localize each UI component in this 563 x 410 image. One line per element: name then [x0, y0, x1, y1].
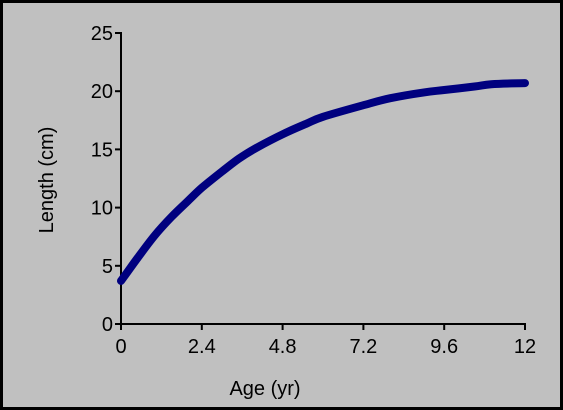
y-tick-label: 5 [102, 256, 113, 278]
y-axis: 0 5 10 15 20 25 [91, 23, 122, 336]
x-axis: 0 2.4 4.8 7.2 9.6 12 [115, 323, 536, 358]
x-tick-label: 0 [115, 336, 126, 358]
x-tick-label: 9.6 [430, 336, 458, 358]
line-chart: 0 5 10 15 20 25 0 2.4 4.8 7.2 9.6 12 Age (yr) Leng… [36, 23, 536, 400]
x-tick-label: 4.8 [269, 336, 297, 358]
y-tick-label: 20 [91, 81, 113, 103]
series-layer [117, 79, 529, 285]
y-tick-label: 25 [91, 23, 113, 45]
growth-curve-line [117, 79, 529, 285]
y-tick-label: 0 [102, 314, 113, 336]
x-axis-title: Age (yr) [229, 378, 300, 400]
y-tick-label: 10 [91, 198, 113, 220]
y-axis-title: Length (cm) [36, 127, 58, 234]
x-tick-label: 7.2 [349, 336, 377, 358]
x-tick-label: 12 [514, 336, 536, 358]
y-tick-label: 15 [91, 139, 113, 161]
x-tick-label: 2.4 [188, 336, 216, 358]
